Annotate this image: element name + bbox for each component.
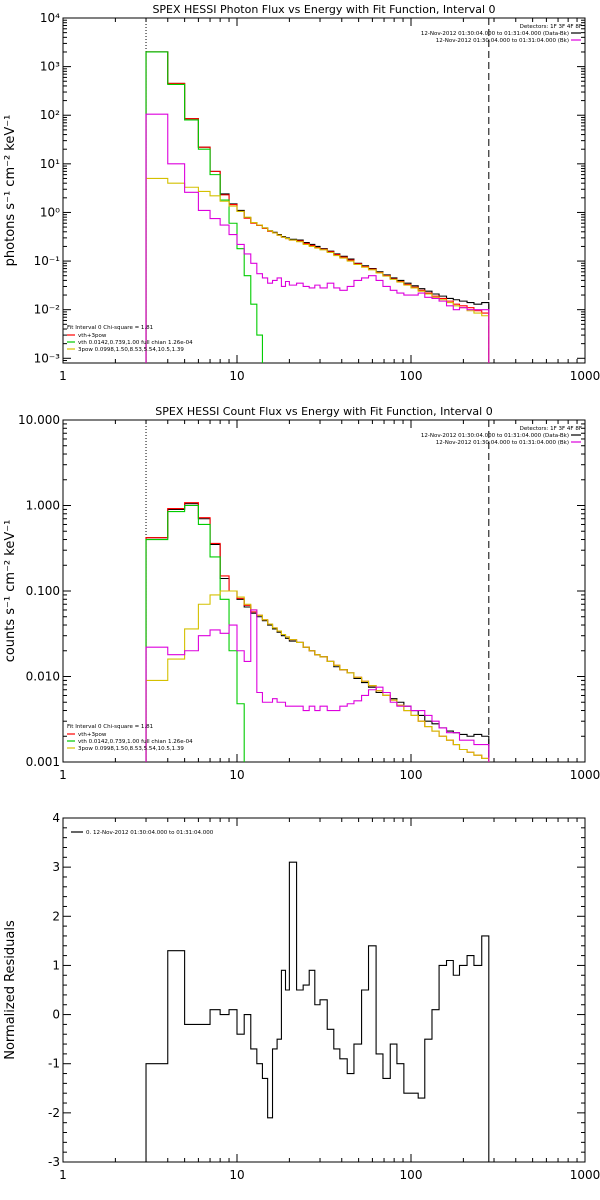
x-tick-label: 1000 [570,768,600,782]
chart-panel-1: SPEX HESSI Photon Flux vs Energy with Fi… [3,3,600,383]
y-tick-label: -1 [48,1057,60,1071]
y-tick-label: 0 [52,1008,60,1022]
y-tick-label: 10¹ [40,157,60,171]
time-range-label: 12-Nov-2012 01:30:04.000 to 01:31:04.000… [421,31,569,37]
x-tick-label: 1000 [570,1168,600,1182]
fit-legend-label: vth+3pow [78,333,107,339]
x-tick-label: 100 [400,369,423,383]
y-tick-label: 3 [52,860,60,874]
x-tick-label: 10 [229,369,244,383]
series-line-1 [145,503,490,762]
data-area [145,51,490,363]
detectors-label: Detectors: 1F 3F 4F 8F [520,426,582,432]
fit-legend-label: vth 0.0142,0.739,1.00 full chian 1.26e-0… [78,739,193,745]
x-tick-label: 1 [59,1168,67,1182]
series-line-1 [145,861,490,1162]
x-tick-label: 100 [400,768,423,782]
y-tick-label: 2 [52,909,60,923]
data-area [145,502,490,762]
y-tick-label: 0.100 [26,584,60,598]
fit-legend-label: vth+3pow [78,732,107,738]
y-tick-label: 0.001 [26,755,60,769]
series-line-3 [145,504,245,762]
y-tick-label: -3 [48,1155,60,1169]
y-axis-label: Normalized Residuals [3,920,18,1060]
series-line-2 [145,51,490,363]
time-range-label: 12-Nov-2012 01:30:04.000 to 01:31:04.000… [421,433,569,439]
y-tick-label: 0.010 [26,670,60,684]
series-line-5 [145,113,490,363]
y-tick-label: 10⁰ [40,205,60,219]
data-area [145,861,490,1162]
y-tick-label: 10⁴ [40,11,60,25]
fit-header: Fit Interval 0 Chi-square = 1.81 [67,325,153,331]
time-range-label: 12-Nov-2012 01:30:04.000 to 01:31:04.000… [436,440,569,446]
y-tick-label: 1 [52,958,60,972]
x-tick-label: 100 [400,1168,423,1182]
plot-frame [62,419,586,763]
x-tick-label: 1 [59,369,67,383]
x-tick-label: 1000 [570,369,600,383]
plot-frame [62,817,586,1163]
y-axis-label: photons s⁻¹ cm⁻² keV⁻¹ [3,115,18,267]
chart-title: SPEX HESSI Count Flux vs Energy with Fit… [155,405,492,418]
x-tick-label: 1 [59,768,67,782]
chart-panel-3: Normalized Residuals 1 10 100 1000 -3 -2 -1 0 1 2 3… [3,811,600,1182]
chart-panel-2: SPEX HESSI Count Flux vs Energy with Fit… [3,405,600,782]
series-line-1 [145,51,490,363]
chart-title: SPEX HESSI Photon Flux vs Energy with Fi… [152,3,495,16]
series-line-3 [145,51,263,363]
series-line-4 [145,590,490,762]
fit-legend-label: vth 0.0142,0.739,1.00 full chian 1.26e-0… [78,340,193,346]
series-line-5 [145,609,490,762]
detectors-label: Detectors: 1F 3F 4F 8F [520,24,582,30]
y-tick-label: -2 [48,1106,60,1120]
time-range-label: 12-Nov-2012 01:30:04.000 to 01:31:04.000… [436,38,569,44]
series-line-4 [145,177,490,363]
y-tick-label: 4 [52,811,60,825]
x-tick-label: 10 [229,768,244,782]
y-tick-label: 10² [40,108,60,122]
fit-legend-label: 3pow 0.0998,1.50,8.53,5.54,10.5,1.39 [78,347,184,353]
y-tick-label: 10⁻¹ [34,254,61,268]
y-tick-label: 10⁻³ [34,351,61,365]
x-tick-label: 10 [229,1168,244,1182]
plot-frame [62,17,586,364]
y-tick-label: 1.000 [26,499,60,513]
y-tick-label: 10³ [40,60,60,74]
y-tick-label: 10.000 [18,413,60,427]
fit-header: Fit Interval 0 Chi-square = 1.81 [67,724,153,730]
residual-legend-label: 0. 12-Nov-2012 01:30:04.000 to 01:31:04.… [86,830,214,836]
series-line-2 [145,502,490,762]
fit-legend-label: 3pow 0.0998,1.50,8.53,5.54,10.5,1.39 [78,746,184,752]
y-tick-label: 10⁻² [34,303,61,317]
y-axis-label: counts s⁻¹ cm⁻² keV⁻¹ [3,520,18,663]
